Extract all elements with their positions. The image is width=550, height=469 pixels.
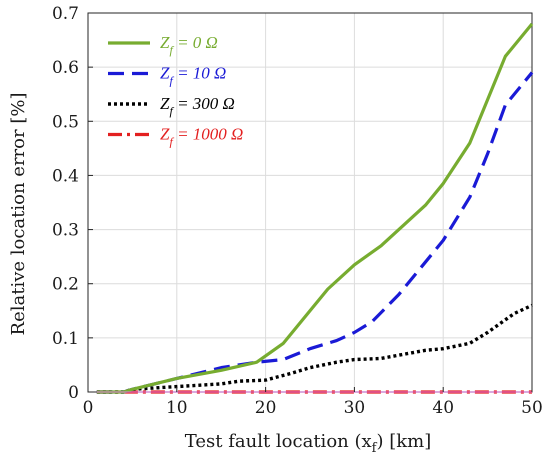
x-tick-label: 10 xyxy=(166,398,188,418)
x-tick-label: 0 xyxy=(83,398,94,418)
legend-entry-main: Z xyxy=(160,33,170,52)
series-group xyxy=(96,22,534,394)
x-tick-label: 30 xyxy=(344,398,366,418)
y-tick-label: 0.7 xyxy=(52,4,79,24)
y-tick-label: 0.3 xyxy=(52,221,79,241)
x-tick-label: 20 xyxy=(255,398,277,418)
legend-entry-subscript: f xyxy=(169,74,174,88)
legend-entry-subscript: f xyxy=(169,43,174,57)
y-tick-label: 0 xyxy=(68,383,79,403)
series-line-0 xyxy=(96,22,534,394)
tick-labels: 0 10 20 30 40 50 0 0.1 0.2 0.3 0.4 0.5 0.6 0.7 xyxy=(52,4,543,418)
legend-entry-rest: = 10 Ω xyxy=(173,64,227,83)
legend-entry-rest: = 300 Ω xyxy=(173,94,235,113)
legend-entry-main: Z xyxy=(160,64,170,83)
y-tick-label: 0.2 xyxy=(52,275,79,295)
legend-entry-main: Z xyxy=(160,94,170,113)
x-axis-label-suffix: ) [km] xyxy=(376,431,431,452)
y-axis-label: Relative location error [%] xyxy=(8,93,29,336)
y-tick-label: 0.5 xyxy=(52,112,79,132)
y-tick-label: 0.6 xyxy=(52,58,79,78)
x-axis-label: Test fault location (xf) [km] xyxy=(185,431,431,456)
x-axis-label-main: Test fault location (x xyxy=(185,431,372,452)
x-tick-label: 50 xyxy=(521,398,543,418)
x-axis-label-subscript: f xyxy=(372,441,378,456)
legend-entry-subscript: f xyxy=(169,104,174,118)
legend-entry-rest: = 0 Ω xyxy=(173,33,218,52)
legend-entry-3: Zf = 1000 Ω xyxy=(160,125,243,149)
legend-entry-2: Zf = 300 Ω xyxy=(160,94,235,118)
x-tick-label: 40 xyxy=(432,398,454,418)
legend-entry-1: Zf = 10 Ω xyxy=(160,64,226,88)
y-tick-label: 0.4 xyxy=(52,166,79,186)
y-tick-label: 0.1 xyxy=(52,329,79,349)
legend-entry-0: Zf = 0 Ω xyxy=(160,33,218,57)
legend-entry-rest: = 1000 Ω xyxy=(173,125,244,144)
legend: Zf = 0 ΩZf = 10 ΩZf = 300 ΩZf = 1000 Ω xyxy=(108,33,243,149)
legend-entry-main: Z xyxy=(160,125,170,144)
legend-entry-subscript: f xyxy=(169,135,174,149)
